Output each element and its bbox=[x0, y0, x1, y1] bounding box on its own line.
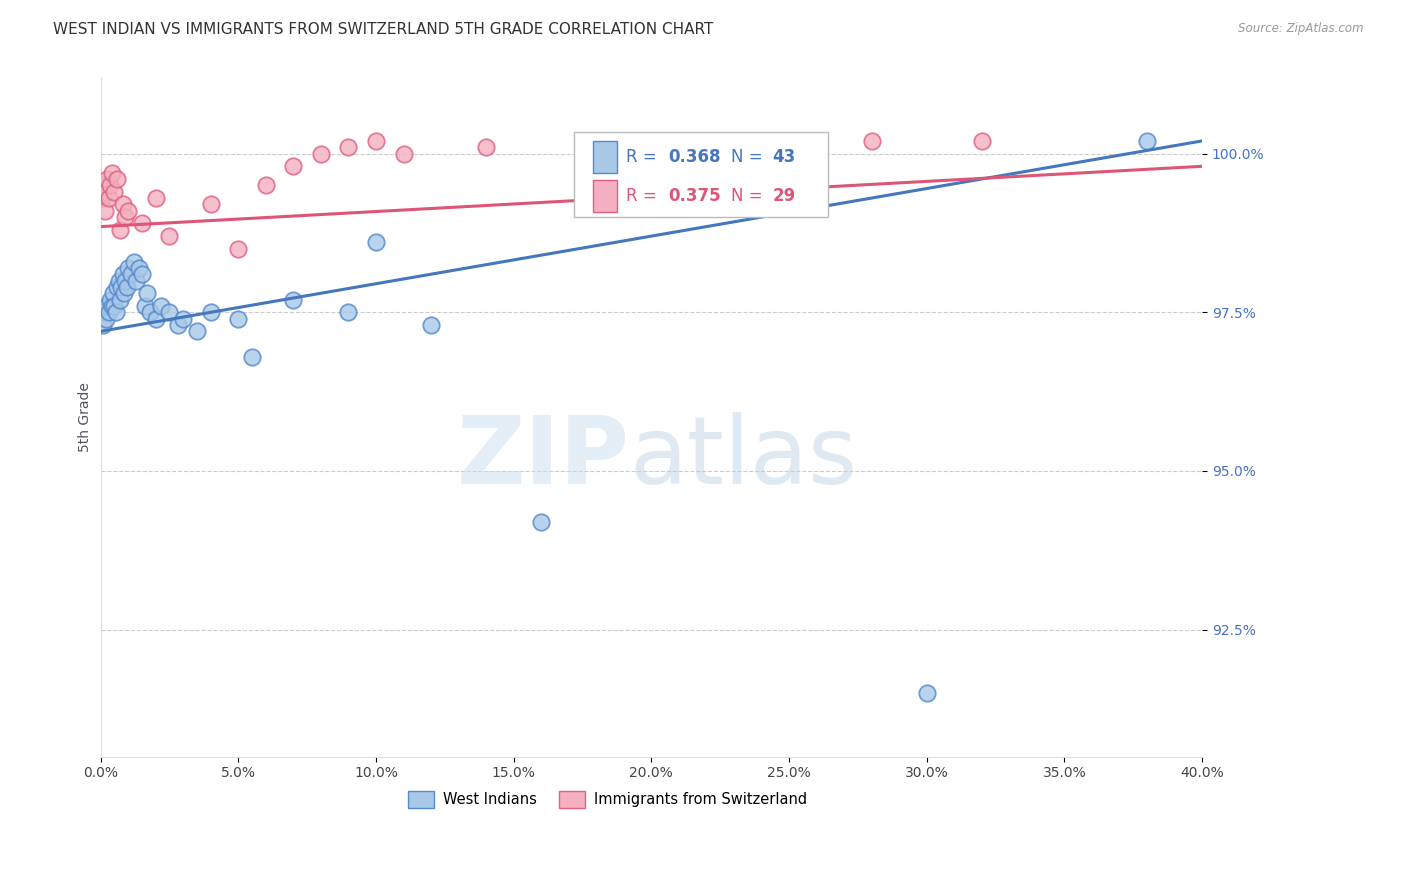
Point bbox=[100, 166, 122, 180]
Point bbox=[105, 280, 128, 294]
FancyBboxPatch shape bbox=[593, 180, 617, 212]
Point bbox=[337, 305, 360, 319]
Point bbox=[93, 305, 115, 319]
Text: 0.368: 0.368 bbox=[668, 148, 720, 166]
Point bbox=[94, 185, 117, 199]
Point bbox=[1136, 134, 1159, 148]
Point bbox=[115, 280, 138, 294]
FancyBboxPatch shape bbox=[574, 132, 828, 217]
Point bbox=[145, 191, 167, 205]
Point bbox=[93, 318, 115, 332]
Point bbox=[96, 299, 118, 313]
Point bbox=[98, 178, 121, 193]
Point bbox=[120, 267, 142, 281]
Point bbox=[108, 293, 131, 307]
Point bbox=[96, 172, 118, 186]
Point bbox=[134, 299, 156, 313]
Point bbox=[186, 324, 208, 338]
Point bbox=[860, 134, 883, 148]
Text: WEST INDIAN VS IMMIGRANTS FROM SWITZERLAND 5TH GRADE CORRELATION CHART: WEST INDIAN VS IMMIGRANTS FROM SWITZERLA… bbox=[53, 22, 714, 37]
Point bbox=[117, 203, 139, 218]
Point bbox=[159, 305, 181, 319]
Point bbox=[159, 229, 181, 244]
Legend: West Indians, Immigrants from Switzerland: West Indians, Immigrants from Switzerlan… bbox=[402, 785, 813, 814]
Point bbox=[107, 274, 129, 288]
Point bbox=[475, 140, 498, 154]
Point bbox=[392, 146, 415, 161]
Point bbox=[101, 286, 124, 301]
Point bbox=[111, 197, 134, 211]
Point bbox=[125, 274, 148, 288]
Point bbox=[254, 178, 277, 193]
Point bbox=[97, 305, 120, 319]
Point bbox=[145, 311, 167, 326]
Point bbox=[114, 274, 136, 288]
Point bbox=[131, 216, 153, 230]
Point bbox=[105, 172, 128, 186]
Point bbox=[136, 286, 159, 301]
Point bbox=[131, 267, 153, 281]
Point bbox=[420, 318, 443, 332]
Point bbox=[166, 318, 188, 332]
Point bbox=[640, 134, 662, 148]
Text: Source: ZipAtlas.com: Source: ZipAtlas.com bbox=[1239, 22, 1364, 36]
Point bbox=[226, 311, 249, 326]
Point bbox=[364, 134, 387, 148]
Text: ZIP: ZIP bbox=[457, 412, 630, 504]
Point bbox=[139, 305, 162, 319]
Point bbox=[94, 311, 117, 326]
Point bbox=[122, 254, 145, 268]
Point bbox=[114, 210, 136, 224]
Point bbox=[100, 299, 122, 313]
Point bbox=[172, 311, 194, 326]
Point bbox=[117, 260, 139, 275]
Text: 43: 43 bbox=[772, 148, 796, 166]
Point bbox=[104, 305, 127, 319]
Point bbox=[200, 197, 222, 211]
Point bbox=[309, 146, 332, 161]
Point bbox=[240, 350, 263, 364]
Point bbox=[226, 242, 249, 256]
Point bbox=[111, 267, 134, 281]
Point bbox=[915, 686, 938, 700]
Point bbox=[337, 140, 360, 154]
Point bbox=[97, 191, 120, 205]
Point bbox=[98, 293, 121, 307]
Text: 29: 29 bbox=[772, 187, 796, 205]
Point bbox=[128, 260, 150, 275]
Point bbox=[200, 305, 222, 319]
Text: atlas: atlas bbox=[630, 412, 858, 504]
Point bbox=[112, 286, 135, 301]
Point bbox=[103, 299, 125, 313]
Point bbox=[283, 159, 305, 173]
Point bbox=[364, 235, 387, 250]
Y-axis label: 5th Grade: 5th Grade bbox=[79, 382, 93, 452]
Point bbox=[150, 299, 173, 313]
Point bbox=[530, 515, 553, 529]
Point bbox=[93, 203, 115, 218]
Point bbox=[93, 178, 115, 193]
Text: N =: N = bbox=[731, 148, 768, 166]
Point bbox=[103, 185, 125, 199]
Text: N =: N = bbox=[731, 187, 768, 205]
FancyBboxPatch shape bbox=[593, 141, 617, 173]
Point bbox=[108, 223, 131, 237]
Point bbox=[970, 134, 993, 148]
Text: R =: R = bbox=[626, 148, 662, 166]
Point bbox=[91, 191, 114, 205]
Point bbox=[110, 280, 132, 294]
Text: R =: R = bbox=[626, 187, 662, 205]
Point bbox=[283, 293, 305, 307]
Text: 0.375: 0.375 bbox=[668, 187, 720, 205]
